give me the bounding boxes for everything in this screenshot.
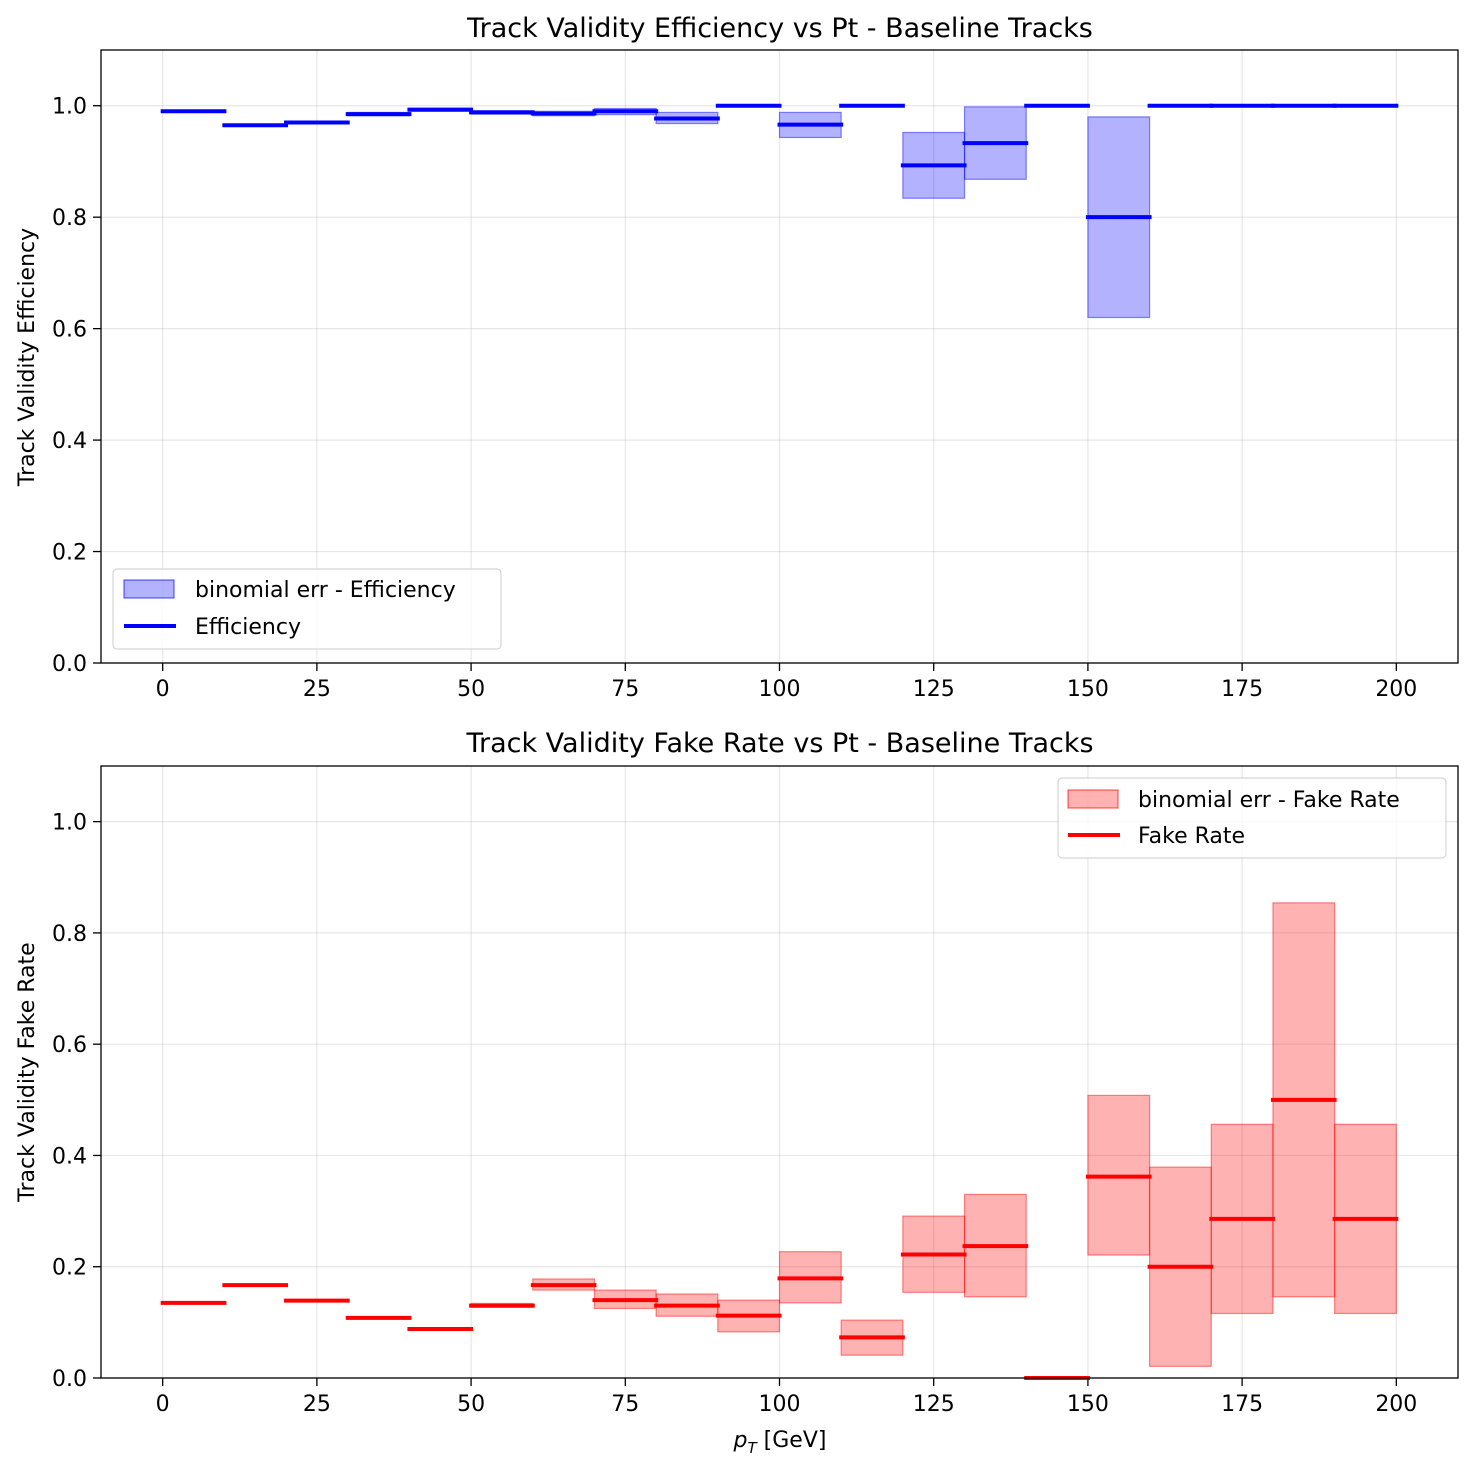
x-tick-label: 50: [457, 1392, 485, 1417]
y-tick-label: 0.0: [52, 1367, 87, 1392]
x-tick-label: 25: [303, 1392, 331, 1417]
x-tick-label: 0: [156, 677, 170, 702]
legend-label-line: Fake Rate: [1138, 824, 1245, 849]
x-tick-label: 175: [1221, 1392, 1263, 1417]
y-tick-label: 0.6: [52, 318, 87, 343]
y-tick-label: 0.6: [52, 1033, 87, 1058]
x-tick-label: 0: [156, 1392, 170, 1417]
y-tick-label: 0.2: [52, 1256, 87, 1281]
fake-rate-chart: Track Validity Fake Rate vs Pt - Baselin…: [15, 728, 1459, 1457]
chart-title: Track Validity Fake Rate vs Pt - Baselin…: [465, 728, 1093, 759]
x-tick-label: 175: [1221, 677, 1263, 702]
y-axis-label: Track Validity Efficiency: [15, 228, 40, 487]
y-tick-label: 0.2: [52, 541, 87, 566]
x-tick-label: 150: [1067, 677, 1109, 702]
legend-box: [112, 568, 502, 650]
efficiency-chart: Track Validity Efficiency vs Pt - Baseli…: [15, 13, 1459, 702]
y-tick-label: 1.0: [52, 95, 87, 120]
legend-box: [1057, 777, 1447, 859]
legend-swatch-band: [1067, 789, 1119, 809]
x-tick-label: 200: [1375, 677, 1417, 702]
x-tick-label: 75: [611, 1392, 639, 1417]
y-tick-label: 0.8: [52, 922, 87, 947]
x-tick-label: 75: [611, 677, 639, 702]
x-axis: 0 25 50 75 100 125 150 175 200: [156, 663, 1417, 702]
x-tick-label: 125: [913, 1392, 955, 1417]
x-axis-label: pT [GeV]: [733, 1428, 827, 1457]
value-lines: [160, 103, 1399, 220]
y-tick-label: 0.4: [52, 429, 87, 454]
y-axis-label: Track Validity Fake Rate: [15, 942, 40, 1202]
chart-title: Track Validity Efficiency vs Pt - Baseli…: [466, 13, 1093, 44]
legend-label-line: Efficiency: [195, 615, 301, 640]
x-tick-label: 125: [913, 677, 955, 702]
x-tick-label: 50: [457, 677, 485, 702]
x-tick-label: 100: [759, 1392, 801, 1417]
y-tick-label: 1.0: [52, 811, 87, 836]
x-tick-label: 200: [1375, 1392, 1417, 1417]
legend: binomial err - Fake Rate Fake Rate: [1057, 777, 1447, 859]
legend-label-band: binomial err - Efficiency: [195, 578, 456, 603]
x-axis: 0 25 50 75 100 125 150 175 200: [156, 1378, 1417, 1417]
x-tick-label: 150: [1067, 1392, 1109, 1417]
y-tick-label: 0.4: [52, 1144, 87, 1169]
x-tick-label: 25: [303, 677, 331, 702]
y-tick-label: 0.0: [52, 652, 87, 677]
y-axis: 0.0 0.2 0.4 0.6 0.8 1.0: [52, 811, 101, 1392]
error-bands: [162, 106, 1151, 319]
legend-label-band: binomial err - Fake Rate: [1138, 788, 1400, 813]
legend-swatch-band: [123, 579, 175, 599]
x-tick-label: 100: [759, 677, 801, 702]
y-axis: 0.0 0.2 0.4 0.6 0.8 1.0: [52, 95, 101, 677]
legend: binomial err - Efficiency Efficiency: [112, 568, 502, 650]
y-tick-label: 0.8: [52, 206, 87, 231]
